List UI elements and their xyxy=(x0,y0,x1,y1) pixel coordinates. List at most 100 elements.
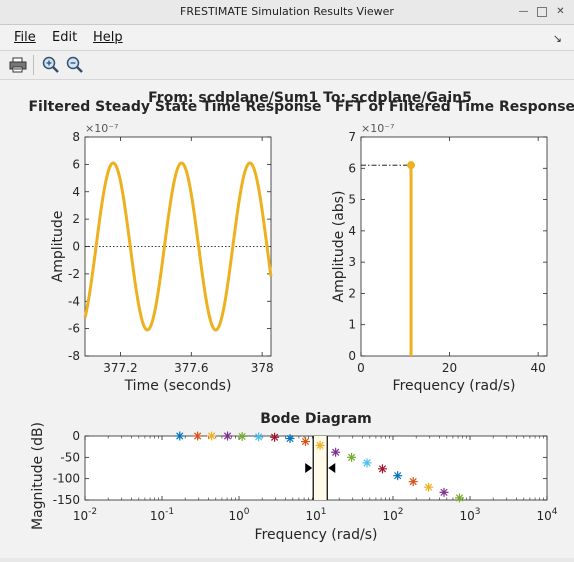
zoom-in-icon[interactable] xyxy=(40,54,62,76)
bode-point xyxy=(175,431,185,441)
menu-file[interactable]: File xyxy=(14,30,36,45)
menu-edit-label: Edit xyxy=(52,30,78,45)
bode-point xyxy=(270,432,280,442)
menu-help[interactable]: Help xyxy=(93,30,123,45)
bode-chart-title: Bode Diagram xyxy=(260,411,372,427)
figure-super-title: From: scdplane/Sum1 To: scdplane/Gain5 xyxy=(148,90,472,106)
bode-point xyxy=(377,464,387,474)
bode-point-stroke xyxy=(316,441,324,449)
bode-selection-region xyxy=(313,436,328,500)
fft-chart-title: FFT of Filtered Time Response xyxy=(335,99,574,115)
menu-edit[interactable]: Edit xyxy=(52,30,77,45)
bode-point-stroke xyxy=(207,432,216,440)
fft-axes-box xyxy=(360,136,548,357)
bode-point xyxy=(300,437,310,447)
bode-point xyxy=(393,471,403,481)
fft-y-tick-label: 6 xyxy=(348,161,356,175)
time-y-exponent: ×10⁻⁷ xyxy=(85,122,118,135)
printer-icon[interactable] xyxy=(7,54,29,76)
bode-point-stroke xyxy=(424,483,433,491)
bode-point xyxy=(315,440,325,450)
bode-x-label: Frequency (rad/s) xyxy=(255,527,378,543)
bode-point-stroke xyxy=(409,478,417,486)
fft-x-label: Frequency (rad/s) xyxy=(393,378,516,394)
figure-canvas: From: scdplane/Sum1 To: scdplane/Gain5 Fi… xyxy=(0,80,574,558)
bode-point xyxy=(362,458,372,468)
fft-y-tick-label: 7 xyxy=(348,130,356,144)
fft-y-tick-label: 5 xyxy=(348,193,356,207)
bode-point xyxy=(223,431,233,441)
bode-x-tick-label: 10-2 xyxy=(73,507,97,523)
bode-point-stroke xyxy=(332,448,340,456)
dock-arrow-icon[interactable]: ↘ xyxy=(552,32,562,45)
bode-point-stroke xyxy=(223,432,232,440)
fft-y-exponent: ×10⁻⁷ xyxy=(361,122,394,135)
minimize-icon[interactable]: — xyxy=(518,6,529,17)
bode-x-tick-label: 103 xyxy=(459,507,480,523)
fft-y-tick-label: 3 xyxy=(348,255,356,269)
bode-y-tick-label: -50 xyxy=(60,450,80,464)
fft-y-tick-label: 2 xyxy=(348,286,356,300)
zoom-out-icon[interactable] xyxy=(64,54,86,76)
bode-point-stroke xyxy=(255,433,263,441)
time-y-tick-label: 6 xyxy=(72,157,80,171)
fft-x-tick-label: 0 xyxy=(357,361,365,375)
bode-x-tick-label: 10-1 xyxy=(150,507,174,523)
bode-point-stroke xyxy=(440,488,448,496)
menu-bar: File Edit Help ↘ xyxy=(0,25,574,49)
time-y-tick-label: -4 xyxy=(68,294,80,308)
bode-point-stroke xyxy=(286,434,294,443)
fft-x-tick-label: 20 xyxy=(442,361,457,375)
time-x-label: Time (seconds) xyxy=(124,378,232,394)
bode-point-stroke xyxy=(363,459,371,467)
bode-point-stroke xyxy=(176,432,184,440)
bode-point xyxy=(439,487,449,497)
bode-y-tick-label: 0 xyxy=(72,429,80,443)
maximize-icon[interactable] xyxy=(537,7,547,17)
bode-x-tick-label: 100 xyxy=(228,507,249,523)
time-response-line xyxy=(83,161,273,332)
close-icon[interactable]: ✕ xyxy=(556,6,565,17)
bode-point xyxy=(193,431,203,441)
title-bar[interactable]: FRESTIMATE Simulation Results Viewer — ✕ xyxy=(0,0,574,25)
fft-y-tick-label: 0 xyxy=(348,349,356,363)
bode-point-stroke xyxy=(378,465,387,473)
bode-point xyxy=(331,447,341,457)
bode-point xyxy=(347,452,357,462)
bode-point xyxy=(408,477,418,487)
bode-point-stroke xyxy=(270,433,279,441)
time-chart-title: Filtered Steady State Time Response xyxy=(28,99,321,115)
bode-point xyxy=(285,434,295,444)
fft-y-label: Amplitude (abs) xyxy=(331,191,347,303)
bode-point-stroke xyxy=(455,494,464,502)
bode-point xyxy=(454,493,464,503)
bode-point xyxy=(424,482,434,492)
bode-y-tick-label: -150 xyxy=(53,493,80,507)
bode-point-stroke xyxy=(347,453,356,461)
time-y-tick-label: 0 xyxy=(72,240,80,254)
menu-file-label: File xyxy=(14,30,36,45)
fft-y-tick-label: 1 xyxy=(348,318,356,332)
bode-x-tick-label: 101 xyxy=(305,507,326,523)
bode-point xyxy=(254,432,264,442)
window-title: FRESTIMATE Simulation Results Viewer xyxy=(180,5,394,18)
bode-point-stroke xyxy=(193,432,202,440)
time-y-tick-label: -8 xyxy=(68,349,80,363)
time-y-tick-label: 8 xyxy=(72,130,80,144)
time-y-tick-label: -6 xyxy=(68,322,80,336)
toolbar xyxy=(0,50,574,80)
bode-selection-right-arrow xyxy=(328,463,336,473)
time-x-tick-label: 377.6 xyxy=(174,361,208,375)
fft-stem-marker xyxy=(407,161,416,170)
bode-point xyxy=(207,431,217,441)
time-y-tick-label: 4 xyxy=(72,185,80,199)
bode-y-tick-label: -100 xyxy=(53,472,80,486)
menu-help-label: Help xyxy=(93,30,123,45)
figure-svg: From: scdplane/Sum1 To: scdplane/Gain5Fi… xyxy=(28,90,574,543)
fft-y-tick-label: 4 xyxy=(348,224,356,238)
bode-point xyxy=(237,431,247,441)
bode-point-stroke xyxy=(301,437,310,446)
bode-x-tick-label: 102 xyxy=(382,507,403,523)
time-y-label: Amplitude xyxy=(50,211,66,283)
time-x-tick-label: 378 xyxy=(251,361,274,375)
